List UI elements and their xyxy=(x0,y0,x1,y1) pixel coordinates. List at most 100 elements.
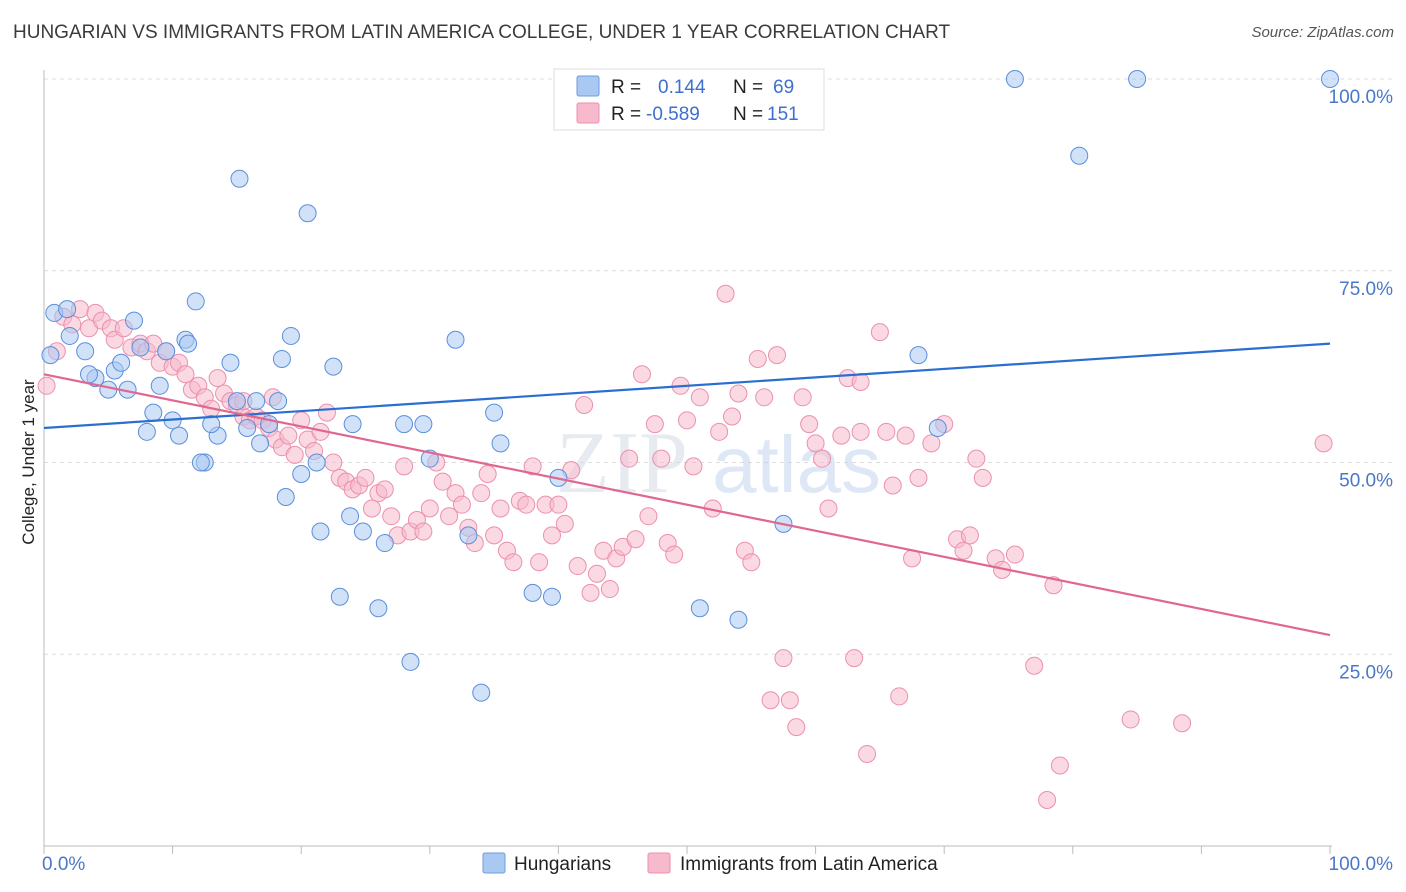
hungarians-point-53 xyxy=(523,583,542,602)
hungarians-point-39 xyxy=(341,507,360,526)
immigrants-point-136 xyxy=(967,449,986,468)
hungarians-point-15 xyxy=(170,426,189,445)
immigrants-point-121 xyxy=(845,649,864,668)
hungarians-point-64 xyxy=(1321,70,1339,88)
hungarians-point-56 xyxy=(690,599,709,618)
immigrants-point-89 xyxy=(626,530,645,549)
hungarians-point-26 xyxy=(247,392,266,411)
hungarians-point-38 xyxy=(330,587,349,606)
y-tick-label-50: 50.0% xyxy=(1339,471,1393,492)
y-axis-label: College, Under 1 year xyxy=(19,379,38,545)
hungarians-point-8 xyxy=(125,311,144,330)
immigrants-trend-line xyxy=(43,373,1331,637)
immigrants-point-113 xyxy=(787,718,806,737)
immigrants-point-111 xyxy=(774,649,793,668)
hungarians-point-43 xyxy=(375,534,394,553)
immigrants-point-0 xyxy=(37,376,56,395)
immigrants-point-128 xyxy=(896,426,915,445)
x-tick-label-min: 0.0% xyxy=(42,854,85,875)
immigrants-point-108 xyxy=(755,388,774,407)
hungarians-point-41 xyxy=(353,522,372,541)
immigrants-point-116 xyxy=(806,434,825,453)
immigrants-point-81 xyxy=(575,395,594,414)
immigrants-point-109 xyxy=(761,691,780,710)
immigrants-point-145 xyxy=(1173,714,1192,733)
immigrants-point-127 xyxy=(890,687,909,706)
y-tick-label-75: 75.0% xyxy=(1339,279,1393,300)
hungarians-point-3 xyxy=(76,342,95,361)
immigrants-point-91 xyxy=(639,507,658,526)
immigrants-point-57 xyxy=(420,499,439,518)
immigrants-point-97 xyxy=(678,411,696,430)
immigrants-point-85 xyxy=(600,580,619,599)
hungarians-point-44 xyxy=(395,415,414,434)
y-tick-labels: 100.0% 75.0% 50.0% 25.0% xyxy=(1329,87,1394,683)
immigrants-point-106 xyxy=(742,553,761,572)
immigrants-point-117 xyxy=(813,449,832,468)
legend-n-label-1: N = xyxy=(733,77,763,98)
hungarians-point-9 xyxy=(131,338,150,357)
hungarians-point-51 xyxy=(485,403,504,422)
immigrants-point-92 xyxy=(645,415,664,434)
hungarians-point-25 xyxy=(238,418,257,437)
immigrants-point-80 xyxy=(568,557,587,576)
immigrants-point-82 xyxy=(581,583,600,602)
immigrants-point-118 xyxy=(819,499,838,518)
hungarians-point-62 xyxy=(1070,146,1089,165)
immigrants-point-24 xyxy=(208,369,227,388)
immigrants-point-19 xyxy=(176,365,195,384)
legend-n-label-2: N = xyxy=(733,104,763,125)
immigrants-point-130 xyxy=(909,468,928,487)
hungarians-point-20 xyxy=(191,453,210,472)
immigrants-point-41 xyxy=(317,403,336,422)
immigrants-point-93 xyxy=(652,449,671,468)
hungarians-point-1 xyxy=(41,346,60,365)
hungarians-point-40 xyxy=(343,415,362,434)
immigrants-point-88 xyxy=(620,449,639,468)
immigrants-point-148 xyxy=(851,422,870,441)
hungarians-point-13 xyxy=(157,342,176,361)
hungarians-point-67 xyxy=(112,353,131,372)
hungarians-point-61 xyxy=(1005,70,1024,88)
series-hungarians-points xyxy=(41,70,1339,702)
immigrants-point-123 xyxy=(858,744,877,763)
immigrants-point-99 xyxy=(690,388,709,407)
legend-n-value-1: 69 xyxy=(773,77,794,98)
hungarians-point-45 xyxy=(401,652,420,671)
hungarians-point-65 xyxy=(58,300,77,319)
hungarians-point-46 xyxy=(414,415,433,434)
hungarians-point-12 xyxy=(150,376,169,395)
series-legend: Hungarians Immigrants from Latin America xyxy=(482,852,938,875)
immigrants-point-98 xyxy=(684,457,703,476)
immigrants-point-56 xyxy=(414,522,433,541)
immigrants-point-104 xyxy=(729,384,748,403)
hungarians-point-17 xyxy=(179,334,198,353)
immigrants-point-72 xyxy=(517,495,536,514)
immigrants-point-77 xyxy=(549,495,568,514)
legend-r-label-1: R = xyxy=(611,77,641,98)
hungarians-point-11 xyxy=(137,422,156,441)
y-tick-label-100: 100.0% xyxy=(1329,87,1394,108)
legend-n-value-2: 151 xyxy=(767,104,799,125)
immigrants-point-50 xyxy=(375,480,394,499)
immigrants-point-67 xyxy=(485,526,504,545)
legend-r-label-2: R = xyxy=(611,104,641,125)
immigrants-point-140 xyxy=(1025,656,1044,675)
hungarians-point-24 xyxy=(230,169,249,188)
hungarians-point-48 xyxy=(446,330,465,349)
immigrants-point-62 xyxy=(452,495,471,514)
immigrants-point-131 xyxy=(922,434,941,453)
immigrants-point-66 xyxy=(478,465,497,484)
immigrants-point-42 xyxy=(324,453,343,472)
immigrants-point-102 xyxy=(716,284,735,303)
chart-source: Source: ZipAtlas.com xyxy=(1251,24,1394,41)
hungarians-point-33 xyxy=(292,465,311,484)
hungarians-point-59 xyxy=(909,346,928,365)
hungarians-point-10 xyxy=(144,403,163,422)
immigrants-point-48 xyxy=(362,499,381,518)
immigrants-point-83 xyxy=(587,564,606,583)
hungarians-point-29 xyxy=(269,392,288,411)
immigrants-point-110 xyxy=(768,346,787,365)
immigrants-point-74 xyxy=(530,553,549,572)
